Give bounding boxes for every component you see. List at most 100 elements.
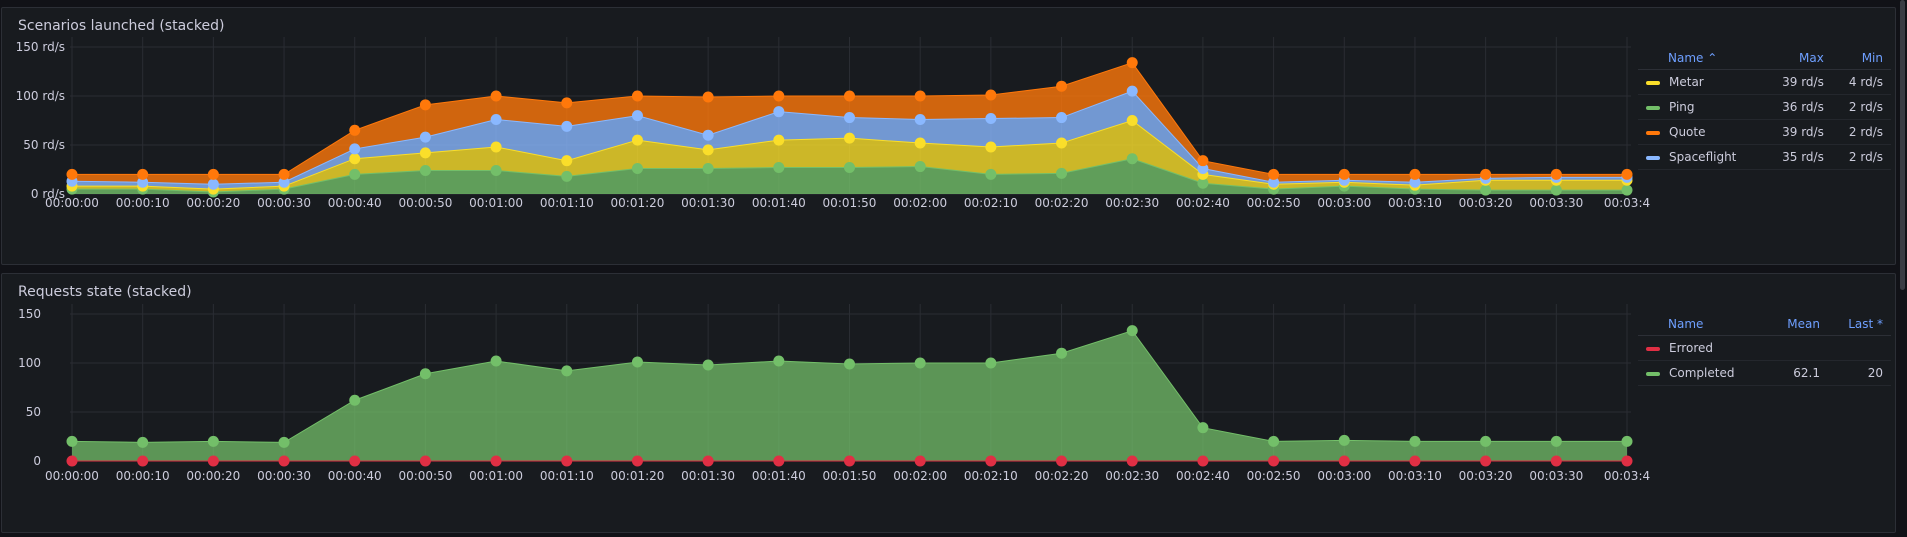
legend-header-max[interactable]: Max [1763,48,1832,70]
point-spaceflight[interactable] [278,176,290,188]
point-ping[interactable] [490,164,502,176]
point-errored[interactable] [1197,455,1209,467]
point-spaceflight[interactable] [985,113,997,125]
point-metar[interactable] [1056,137,1068,149]
point-errored[interactable] [914,455,926,467]
point-completed[interactable] [844,358,855,370]
point-metar[interactable] [914,137,926,149]
point-metar[interactable] [490,141,502,153]
point-ping[interactable] [1550,184,1562,196]
point-ping[interactable] [1056,167,1068,179]
point-completed[interactable] [1126,325,1138,337]
point-ping[interactable] [773,162,785,174]
point-ping[interactable] [1126,153,1138,165]
point-quote[interactable] [66,168,78,180]
point-completed[interactable] [349,394,361,406]
legend-item-errored[interactable]: Errored [1638,335,1891,361]
legend-header-name[interactable]: Name ⌃ [1638,48,1764,70]
point-quote[interactable] [1268,168,1280,180]
legend-item-name[interactable]: Metar [1638,69,1764,95]
point-ping[interactable] [844,162,855,174]
panel-title[interactable]: Requests state (stacked) [18,284,192,300]
point-completed[interactable] [702,359,714,371]
point-errored[interactable] [702,455,714,467]
point-completed[interactable] [914,357,926,369]
point-quote[interactable] [490,90,502,102]
point-quote[interactable] [349,124,361,136]
point-quote[interactable] [419,99,431,111]
point-metar[interactable] [1126,115,1138,126]
point-ping[interactable] [914,161,926,173]
legend-item-spaceflight[interactable]: Spaceflight 35 rd/s 2 rd/s [1638,144,1891,170]
point-completed[interactable] [1056,347,1068,359]
point-completed[interactable] [1268,435,1280,447]
point-spaceflight[interactable] [137,176,149,188]
point-ping[interactable] [419,164,431,176]
point-ping[interactable] [1480,184,1492,196]
point-metar[interactable] [631,134,643,146]
point-quote[interactable] [1197,155,1209,167]
legend-item-name[interactable]: Errored [1638,335,1768,361]
point-ping[interactable] [702,163,714,175]
point-ping[interactable] [985,168,997,180]
point-completed[interactable] [278,436,290,448]
legend-header-name[interactable]: Name [1638,314,1768,336]
point-spaceflight[interactable] [914,114,926,126]
point-metar[interactable] [702,144,714,156]
point-quote[interactable] [1550,168,1562,180]
point-errored[interactable] [1268,455,1280,467]
point-quote[interactable] [1338,168,1350,180]
point-quote[interactable] [844,90,855,102]
point-completed[interactable] [1409,435,1421,447]
point-spaceflight[interactable] [1409,176,1421,188]
point-errored[interactable] [1550,455,1562,467]
point-errored[interactable] [207,455,219,467]
legend-header-mean[interactable]: Mean [1767,314,1828,336]
point-errored[interactable] [985,455,997,467]
point-ping[interactable] [349,168,361,180]
legend-item-ping[interactable]: Ping 36 rd/s 2 rd/s [1638,94,1891,120]
point-spaceflight[interactable] [349,143,361,155]
point-errored[interactable] [773,455,785,467]
point-spaceflight[interactable] [1268,176,1280,188]
legend-header-last[interactable]: Last * [1827,314,1891,336]
point-metar[interactable] [985,141,997,153]
point-spaceflight[interactable] [419,131,431,143]
legend-item-name[interactable]: Ping [1638,94,1764,120]
point-errored[interactable] [1126,455,1138,467]
point-completed[interactable] [1338,434,1350,446]
point-ping[interactable] [631,163,643,175]
point-errored[interactable] [419,455,431,467]
point-errored[interactable] [1338,455,1350,467]
point-metar[interactable] [561,155,573,167]
point-spaceflight[interactable] [207,178,219,190]
legend-item-name[interactable]: Spaceflight [1638,144,1764,170]
point-quote[interactable] [702,91,714,103]
panel-title[interactable]: Scenarios launched (stacked) [18,18,225,34]
point-metar[interactable] [844,132,855,144]
point-quote[interactable] [1621,168,1633,180]
point-errored[interactable] [278,455,290,467]
point-quote[interactable] [1126,57,1138,69]
legend-item-quote[interactable]: Quote 39 rd/s 2 rd/s [1638,119,1891,145]
point-spaceflight[interactable] [773,106,785,118]
point-quote[interactable] [985,89,997,101]
point-quote[interactable] [631,90,643,102]
page-scrollbar[interactable] [1900,0,1905,290]
point-errored[interactable] [1480,455,1492,467]
point-ping[interactable] [1197,177,1209,189]
point-quote[interactable] [207,168,219,180]
point-completed[interactable] [561,365,573,377]
point-ping[interactable] [1621,184,1633,196]
point-errored[interactable] [844,455,855,467]
legend-item-metar[interactable]: Metar 39 rd/s 4 rd/s [1638,69,1891,95]
point-quote[interactable] [1409,168,1421,180]
point-errored[interactable] [561,455,573,467]
point-completed[interactable] [631,356,643,368]
point-quote[interactable] [914,90,926,102]
point-spaceflight[interactable] [844,112,855,124]
point-completed[interactable] [1480,435,1492,447]
legend-item-name[interactable]: Quote [1638,119,1764,145]
point-errored[interactable] [1621,455,1633,467]
point-spaceflight[interactable] [490,114,502,126]
